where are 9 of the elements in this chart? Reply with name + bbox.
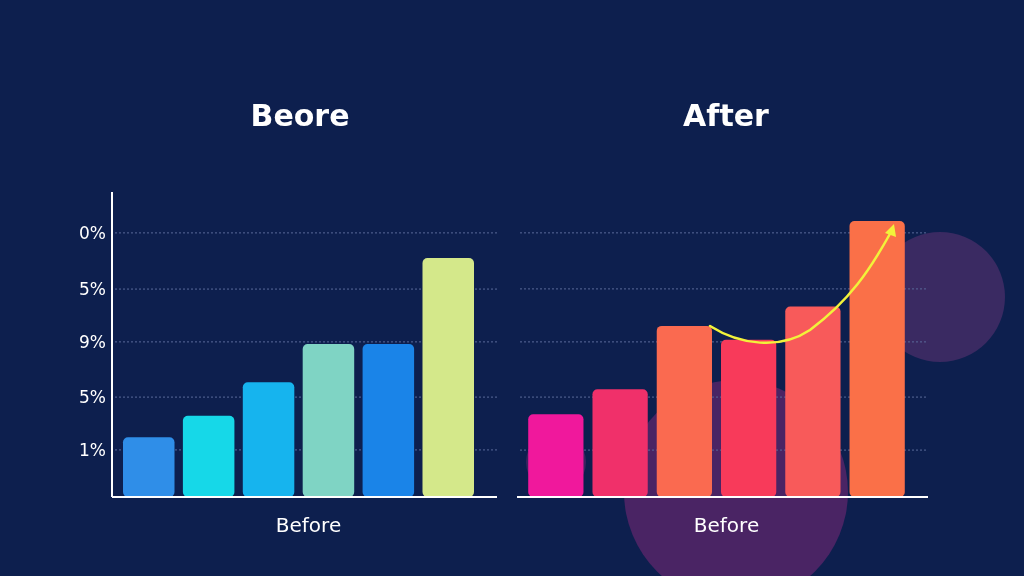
text: 5%: [79, 279, 106, 300]
text: 0%: [79, 222, 106, 243]
x-axis-title: Before: [275, 513, 342, 537]
chart-title: After: [683, 98, 770, 133]
text: 9%: [79, 331, 106, 352]
x-axis-title: Before: [693, 513, 760, 537]
text: 5%: [79, 387, 106, 408]
chart-title: Beore: [250, 98, 350, 133]
text: 1%: [79, 439, 106, 460]
